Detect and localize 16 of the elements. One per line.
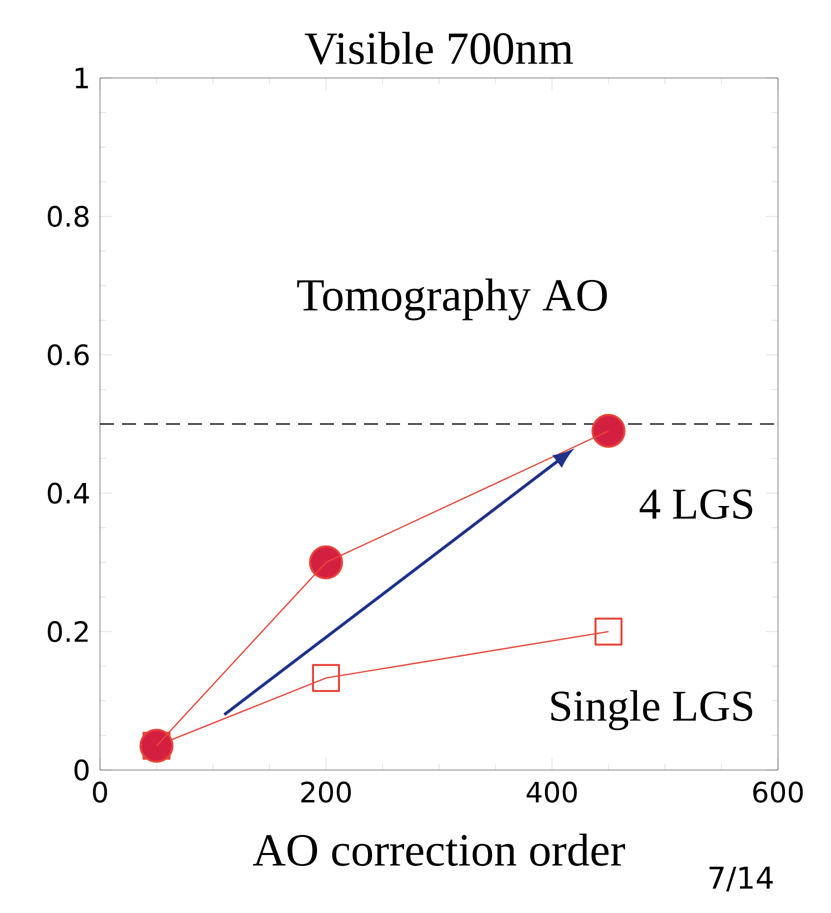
y-tick-label: 0.6	[48, 344, 89, 366]
series-label: Single LGS	[551, 690, 752, 730]
annotation: Tomography AO	[297, 278, 607, 320]
x-tick-label: 0	[92, 782, 108, 803]
x-tick-label: 200	[301, 782, 351, 803]
chart-title: Visible 700nm	[304, 32, 573, 64]
x-axis-title: AO correction order	[252, 834, 626, 866]
text: 7/14	[710, 866, 773, 892]
y-tick-label: 1	[76, 68, 88, 88]
x-tick-label: 600	[753, 782, 803, 803]
y-tick-label: 0.8	[48, 206, 89, 227]
y-tick-label: 0.4	[48, 482, 89, 504]
y-tick-label: 0.2	[48, 621, 88, 642]
y-tick-label: 0	[74, 759, 89, 781]
series-label: 4 LGS	[640, 489, 752, 520]
x-tick-label: 400	[526, 782, 577, 803]
